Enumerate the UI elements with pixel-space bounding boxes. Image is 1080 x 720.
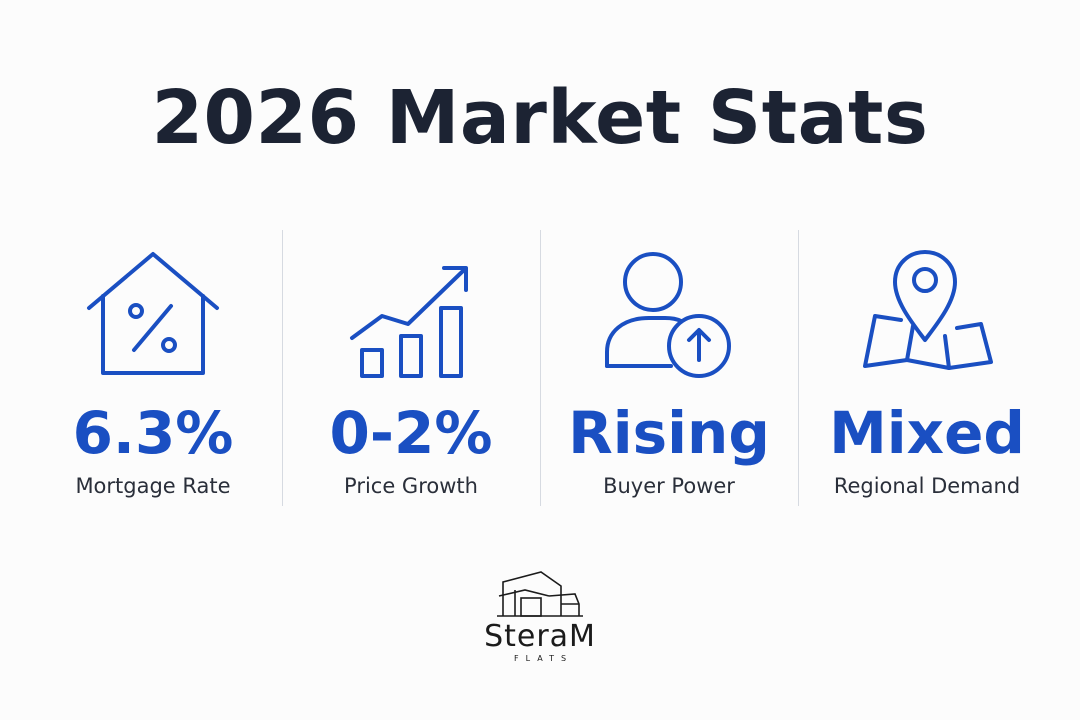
stat-value: 0-2%	[329, 399, 493, 467]
stat-label: Price Growth	[344, 474, 478, 498]
stat-mortgage-rate: 6.3% Mortgage Rate	[24, 228, 282, 510]
stat-buyer-power: Rising Buyer Power	[540, 228, 798, 510]
brand-subtitle: FLATS	[513, 654, 574, 663]
stat-value: Mixed	[829, 399, 1025, 467]
stat-label: Mortgage Rate	[75, 474, 231, 498]
user-up-icon	[569, 228, 769, 378]
stat-value: 6.3%	[72, 399, 234, 467]
brand-logo: SteraM FLATS	[440, 566, 640, 676]
map-pin-icon	[827, 228, 1027, 378]
house-percent-icon	[53, 228, 253, 378]
page-title: 2026 Market Stats	[151, 75, 929, 161]
stat-price-growth: 0-2% Price Growth	[282, 228, 540, 510]
stat-regional-demand: Mixed Regional Demand	[798, 228, 1056, 510]
stat-label: Regional Demand	[833, 474, 1021, 498]
growth-chart-icon	[311, 228, 511, 378]
stats-row: 6.3% Mortgage Rate 0-2% Price Growth	[24, 228, 1056, 510]
stat-value: Rising	[568, 399, 770, 467]
building-logo-icon	[497, 571, 583, 617]
brand-name: SteraM	[484, 619, 596, 654]
stat-label: Buyer Power	[603, 474, 735, 498]
